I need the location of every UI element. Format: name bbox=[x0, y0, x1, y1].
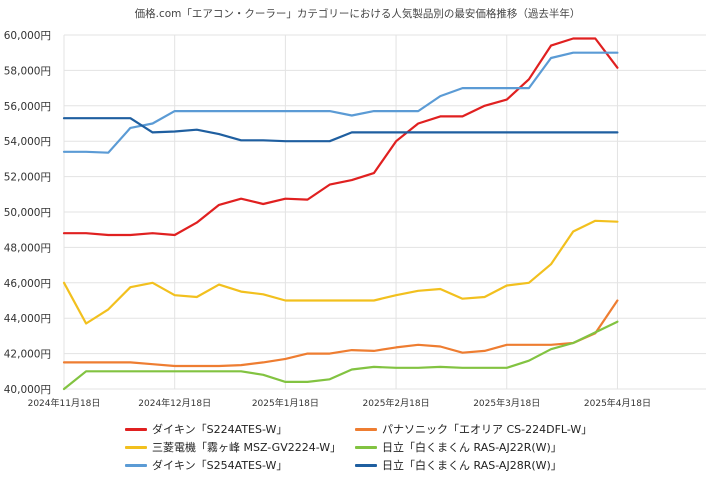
series-line bbox=[62, 117, 619, 143]
x-tick-label: 2025年1月18日 bbox=[252, 397, 319, 409]
legend-swatch bbox=[355, 445, 377, 449]
y-tick-label: 56,000円 bbox=[4, 101, 51, 113]
legend-swatch bbox=[125, 445, 147, 449]
x-tick-label: 2024年11月18日 bbox=[28, 397, 101, 409]
y-tick-label: 58,000円 bbox=[4, 65, 51, 77]
y-tick-label: 50,000円 bbox=[4, 207, 51, 219]
legend-label: 三菱電機「霧ヶ峰 MSZ-GV2224-W」 bbox=[152, 441, 342, 454]
legend-label: ダイキン「S254ATES-W」 bbox=[152, 459, 288, 472]
chart-title: 価格.com「エアコン・クーラー」カテゴリーにおける人気製品別の最安価格推移（過… bbox=[134, 8, 581, 20]
series-line bbox=[62, 320, 619, 391]
series-line bbox=[62, 299, 619, 368]
x-tick-label: 2025年4月18日 bbox=[584, 397, 651, 409]
legend-swatch bbox=[125, 463, 147, 467]
y-tick-label: 42,000円 bbox=[4, 349, 51, 361]
legend-label: ダイキン「S224ATES-W」 bbox=[152, 423, 288, 436]
y-tick-label: 44,000円 bbox=[4, 313, 51, 325]
x-tick-label: 2025年3月18日 bbox=[473, 397, 540, 409]
legend-item: ダイキン「S224ATES-W」 bbox=[125, 421, 287, 437]
y-tick-label: 60,000円 bbox=[4, 30, 51, 42]
legend-label: 日立「白くまくん RAS-AJ28R(W)」 bbox=[382, 459, 562, 472]
series-line bbox=[62, 219, 619, 325]
x-tick-label: 2024年12月18日 bbox=[138, 397, 211, 409]
legend-item: 日立「白くまくん RAS-AJ22R(W)」 bbox=[355, 439, 562, 455]
legend-label: 日立「白くまくん RAS-AJ22R(W)」 bbox=[382, 441, 562, 454]
legend-item: パナソニック「エオリア CS-224DFL-W」 bbox=[355, 421, 592, 437]
legend-item: ダイキン「S254ATES-W」 bbox=[125, 457, 287, 473]
y-tick-label: 46,000円 bbox=[4, 278, 51, 290]
legend-item: 三菱電機「霧ヶ峰 MSZ-GV2224-W」 bbox=[125, 439, 341, 455]
y-tick-label: 48,000円 bbox=[4, 242, 51, 254]
series-line bbox=[62, 51, 619, 154]
legend-swatch bbox=[355, 427, 377, 431]
series-line bbox=[62, 37, 619, 237]
legend-swatch bbox=[355, 463, 377, 467]
x-tick-label: 2025年2月18日 bbox=[363, 397, 430, 409]
legend-label: パナソニック「エオリア CS-224DFL-W」 bbox=[382, 423, 593, 436]
legend-swatch bbox=[125, 427, 147, 431]
y-tick-label: 40,000円 bbox=[4, 384, 51, 396]
y-tick-label: 54,000円 bbox=[4, 136, 51, 148]
y-tick-label: 52,000円 bbox=[4, 172, 51, 184]
legend-item: 日立「白くまくん RAS-AJ28R(W)」 bbox=[355, 457, 562, 473]
